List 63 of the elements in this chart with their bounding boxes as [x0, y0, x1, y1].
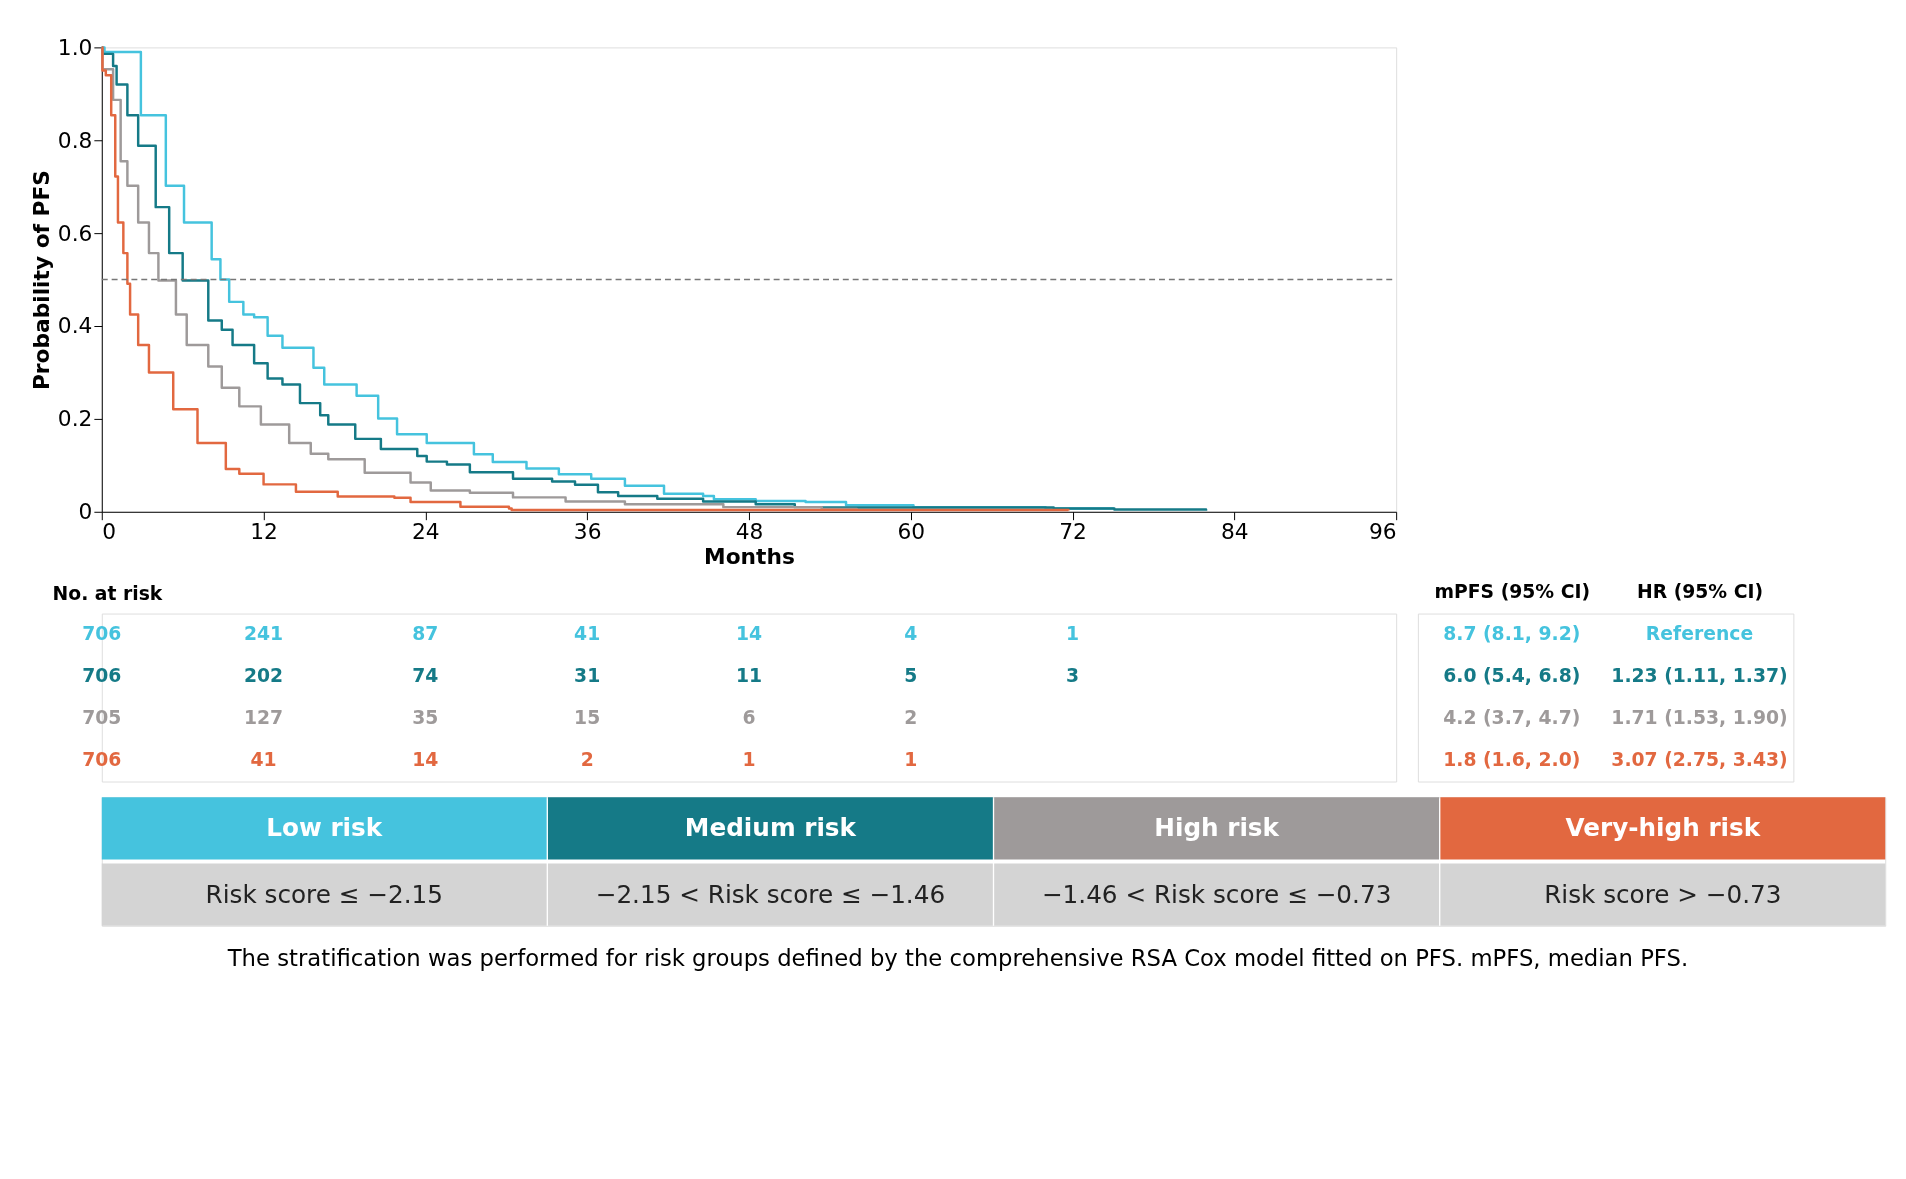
y-tick-label: 0.8 [57, 127, 93, 153]
x-tick-label: 60 [897, 518, 926, 544]
x-tick-label: 36 [573, 518, 602, 544]
text: 706 [82, 623, 122, 645]
x-tick-label: 48 [735, 518, 764, 544]
text: Reference [1645, 623, 1754, 645]
text: 6 [742, 707, 756, 729]
text: 15 [574, 707, 601, 729]
text: −2.15 < Risk score ≤ −1.46 [595, 879, 946, 909]
text: The stratification was performed for risk groups defined by the comprehensive RSA Cox model fitted on PFS. mPFS, median PFS. [226, 944, 1689, 971]
category-label: HR (95% CI) [1636, 581, 1764, 603]
text: 87 [412, 623, 439, 645]
x-tick-label: 24 [412, 518, 440, 544]
y-tick-label: 0.2 [57, 406, 93, 432]
text: 74 [412, 665, 439, 687]
text: 705 [82, 707, 122, 729]
text: 41 [250, 749, 277, 771]
text: 5 [904, 665, 918, 687]
text: 706 [82, 665, 122, 687]
category-label: mPFS (95% CI) [1434, 581, 1591, 603]
text: Low risk [266, 813, 383, 843]
text: 14 [412, 749, 439, 771]
text: 35 [412, 707, 439, 729]
x-tick-label: 84 [1221, 518, 1249, 544]
text: 8.7 (8.1, 9.2) [1443, 623, 1581, 645]
text: 1 [1066, 623, 1080, 645]
y-tick-label: 0.4 [57, 313, 93, 339]
text: High risk [1154, 813, 1280, 843]
text: 241 [243, 623, 284, 645]
text: 1.8 (1.6, 2.0) [1443, 749, 1581, 771]
text: Risk score ≤ −2.15 [205, 879, 443, 909]
text: 127 [243, 707, 284, 729]
text: 1.71 (1.53, 1.90) [1611, 707, 1788, 729]
x-tick-label: 96 [1369, 518, 1397, 544]
text: 1 [742, 749, 756, 771]
text: 2 [580, 749, 594, 771]
text: 4 [904, 623, 918, 645]
x-axis-title: Months [704, 543, 795, 569]
y-tick-label: 0.6 [57, 220, 93, 246]
text: 1.23 (1.11, 1.37) [1611, 665, 1788, 687]
text: 4.2 (3.7, 4.7) [1443, 707, 1581, 729]
text: 31 [574, 665, 601, 687]
text: 1 [904, 749, 918, 771]
text: Medium risk [684, 813, 857, 843]
text: 202 [243, 665, 284, 687]
text: 14 [735, 623, 763, 645]
text: 41 [574, 623, 601, 645]
x-tick-label: 72 [1059, 518, 1087, 544]
text: 11 [735, 665, 763, 687]
text: No. at risk [52, 582, 163, 604]
text: 2 [904, 707, 918, 729]
text: 706 [82, 749, 122, 771]
y-axis-title: Probability of PFS [28, 170, 54, 391]
text: Risk score > −0.73 [1544, 879, 1782, 909]
y-tick-label: 0 [78, 499, 93, 525]
text: 6.0 (5.4, 6.8) [1443, 665, 1581, 687]
x-tick-label: 0 [102, 518, 117, 544]
text: 3 [1066, 665, 1080, 687]
y-tick-label: 1.0 [57, 34, 93, 60]
text: −1.46 < Risk score ≤ −0.73 [1041, 879, 1392, 909]
x-tick-label: 12 [250, 518, 278, 544]
text: 3.07 (2.75, 3.43) [1611, 749, 1788, 771]
text: Very-high risk [1565, 813, 1761, 843]
